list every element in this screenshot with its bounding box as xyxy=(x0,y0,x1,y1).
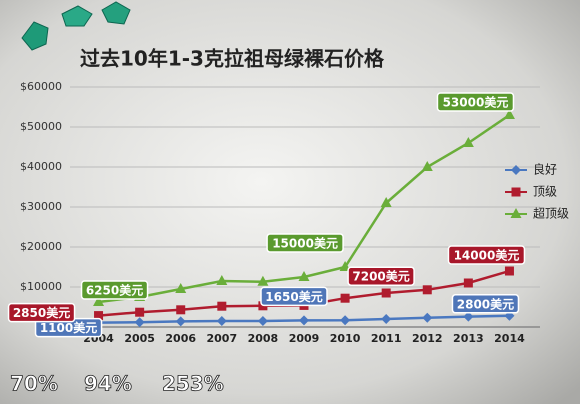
x-tick-label: 2012 xyxy=(412,332,443,345)
x-tick-label: 2005 xyxy=(124,332,155,345)
data-label-text: 2850美元 xyxy=(13,305,70,320)
data-label: 2850美元 xyxy=(7,302,76,323)
data-label-box xyxy=(266,233,344,253)
data-label-box xyxy=(436,92,515,112)
point xyxy=(381,288,391,298)
point xyxy=(299,315,309,326)
x-tick-label: 2010 xyxy=(330,332,361,345)
annotation: 70% xyxy=(10,372,58,396)
y-tick-label: $50000 xyxy=(20,120,62,133)
point xyxy=(93,296,105,306)
data-label: 1650美元 xyxy=(260,286,328,307)
data-label-box xyxy=(447,245,526,265)
data-label-box xyxy=(260,286,328,307)
legend-label: 超顶级 xyxy=(533,206,569,221)
x-tick-label: 2013 xyxy=(453,332,484,345)
data-label: 53000美元 xyxy=(436,92,515,112)
data-label: 2800美元 xyxy=(451,294,520,314)
point xyxy=(135,307,145,317)
x-tick-label: 2009 xyxy=(289,332,320,345)
data-label-box xyxy=(347,266,415,286)
data-label: 6250美元 xyxy=(80,280,149,300)
point xyxy=(340,315,351,326)
x-tick-label: 2014 xyxy=(494,332,525,345)
point xyxy=(217,301,227,311)
chart-title: 过去10年1-3克拉祖母绿裸石价格 xyxy=(80,47,385,71)
data-label-text: 2800美元 xyxy=(457,296,514,311)
point xyxy=(175,283,187,293)
y-tick-label: $20000 xyxy=(20,240,62,253)
y-tick-label: $60000 xyxy=(20,80,62,93)
point xyxy=(463,278,473,288)
point xyxy=(175,316,186,327)
point xyxy=(257,275,269,286)
y-tick-label: $10000 xyxy=(20,280,62,293)
data-label-text: 53000美元 xyxy=(443,95,509,110)
annotation: 253% xyxy=(162,372,224,396)
annotation: 94% xyxy=(84,372,132,396)
legend-label: 顶级 xyxy=(533,185,557,199)
point xyxy=(503,109,515,119)
point xyxy=(511,187,521,197)
point xyxy=(176,305,186,315)
data-label: 14000美元 xyxy=(447,245,526,265)
point xyxy=(422,312,433,323)
point xyxy=(257,316,268,326)
data-label-text: 15000美元 xyxy=(272,236,338,251)
x-tick-label: 2006 xyxy=(165,332,196,345)
point xyxy=(421,161,433,171)
point xyxy=(510,208,522,218)
data-label-text: 7200美元 xyxy=(352,269,409,284)
legend-label: 良好 xyxy=(533,162,557,177)
data-label-text: 6250美元 xyxy=(86,283,143,298)
point xyxy=(340,293,350,303)
emerald-decor xyxy=(21,1,131,51)
data-label-box xyxy=(80,280,149,300)
data-label-text: 1100美元 xyxy=(40,320,97,335)
x-tick-label: 2008 xyxy=(248,332,279,345)
point xyxy=(94,311,104,321)
data-label-box xyxy=(7,302,76,323)
data-label: 15000美元 xyxy=(266,233,344,253)
point xyxy=(504,266,514,276)
point xyxy=(422,285,432,295)
data-label-text: 1650美元 xyxy=(265,289,322,304)
point xyxy=(463,311,474,322)
x-tick-label: 2007 xyxy=(207,332,238,345)
point xyxy=(298,271,310,281)
point xyxy=(134,317,145,328)
data-label-text: 14000美元 xyxy=(454,248,520,263)
x-tick-label: 2011 xyxy=(371,332,402,345)
data-label: 1100美元 xyxy=(34,317,103,338)
y-tick-label: $30000 xyxy=(20,200,62,213)
point xyxy=(380,197,392,207)
point xyxy=(462,137,474,147)
point xyxy=(216,316,227,326)
point xyxy=(381,314,392,324)
point xyxy=(511,165,521,175)
data-label: 7200美元 xyxy=(347,266,415,286)
data-label-box xyxy=(451,294,520,314)
point xyxy=(216,275,228,285)
y-tick-label: $40000 xyxy=(20,160,62,173)
